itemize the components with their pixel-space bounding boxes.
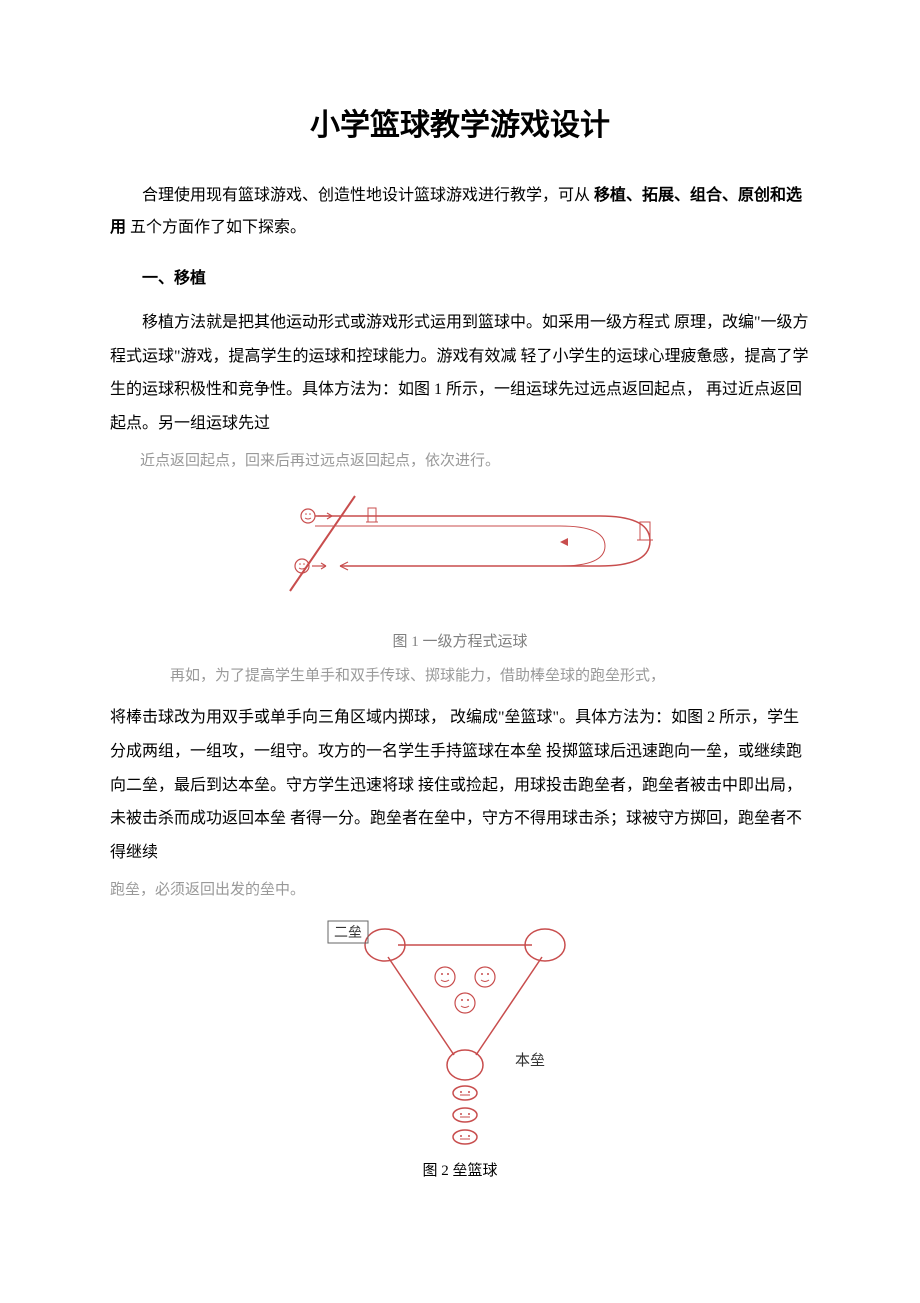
fig2-label-second-base: 二垒 (334, 925, 362, 941)
section-1-para-1: 移植方法就是把其他运动形式或游戏形式运用到篮球中。如采用一级方程式 原理，改编"… (110, 306, 810, 440)
section-1-para-2: 将棒击球改为用双手或单手向三角区域内掷球， 改编成"垒篮球"。具体方法为：如图 … (110, 701, 810, 869)
figure-2-caption: 图 2 垒篮球 (110, 1159, 810, 1180)
intro-paragraph: 合理使用现有篮球游戏、创造性地设计篮球游戏进行教学，可从 移植、拓展、组合、原创… (110, 180, 810, 244)
section-1-heading: 一、移植 (110, 264, 810, 288)
figure-1-caption: 图 1 一级方程式运球 (110, 630, 810, 651)
intro-text-2: 五个方面作了如下探索。 (130, 219, 306, 236)
document-page: 小学篮球教学游戏设计 合理使用现有篮球游戏、创造性地设计篮球游戏进行教学，可从 … (0, 0, 920, 1303)
page-title: 小学篮球教学游戏设计 (110, 100, 810, 144)
fig2-label-home-base: 本垒 (515, 1052, 545, 1069)
intro-text-1: 合理使用现有篮球游戏、创造性地设计篮球游戏进行教学，可从 (142, 187, 590, 204)
figure-1 (110, 486, 810, 626)
figure-2: 二垒 本垒 (110, 915, 810, 1155)
section-1-para-2-gray: 跑垒，必须返回出发的垒中。 (110, 875, 810, 905)
section-1-para-1-gray: 近点返回起点，回来后再过远点返回起点，依次进行。 (110, 446, 810, 476)
section-1-para-2-lead: 再如，为了提高学生单手和双手传球、掷球能力，借助棒垒球的跑垒形式， (110, 661, 810, 691)
